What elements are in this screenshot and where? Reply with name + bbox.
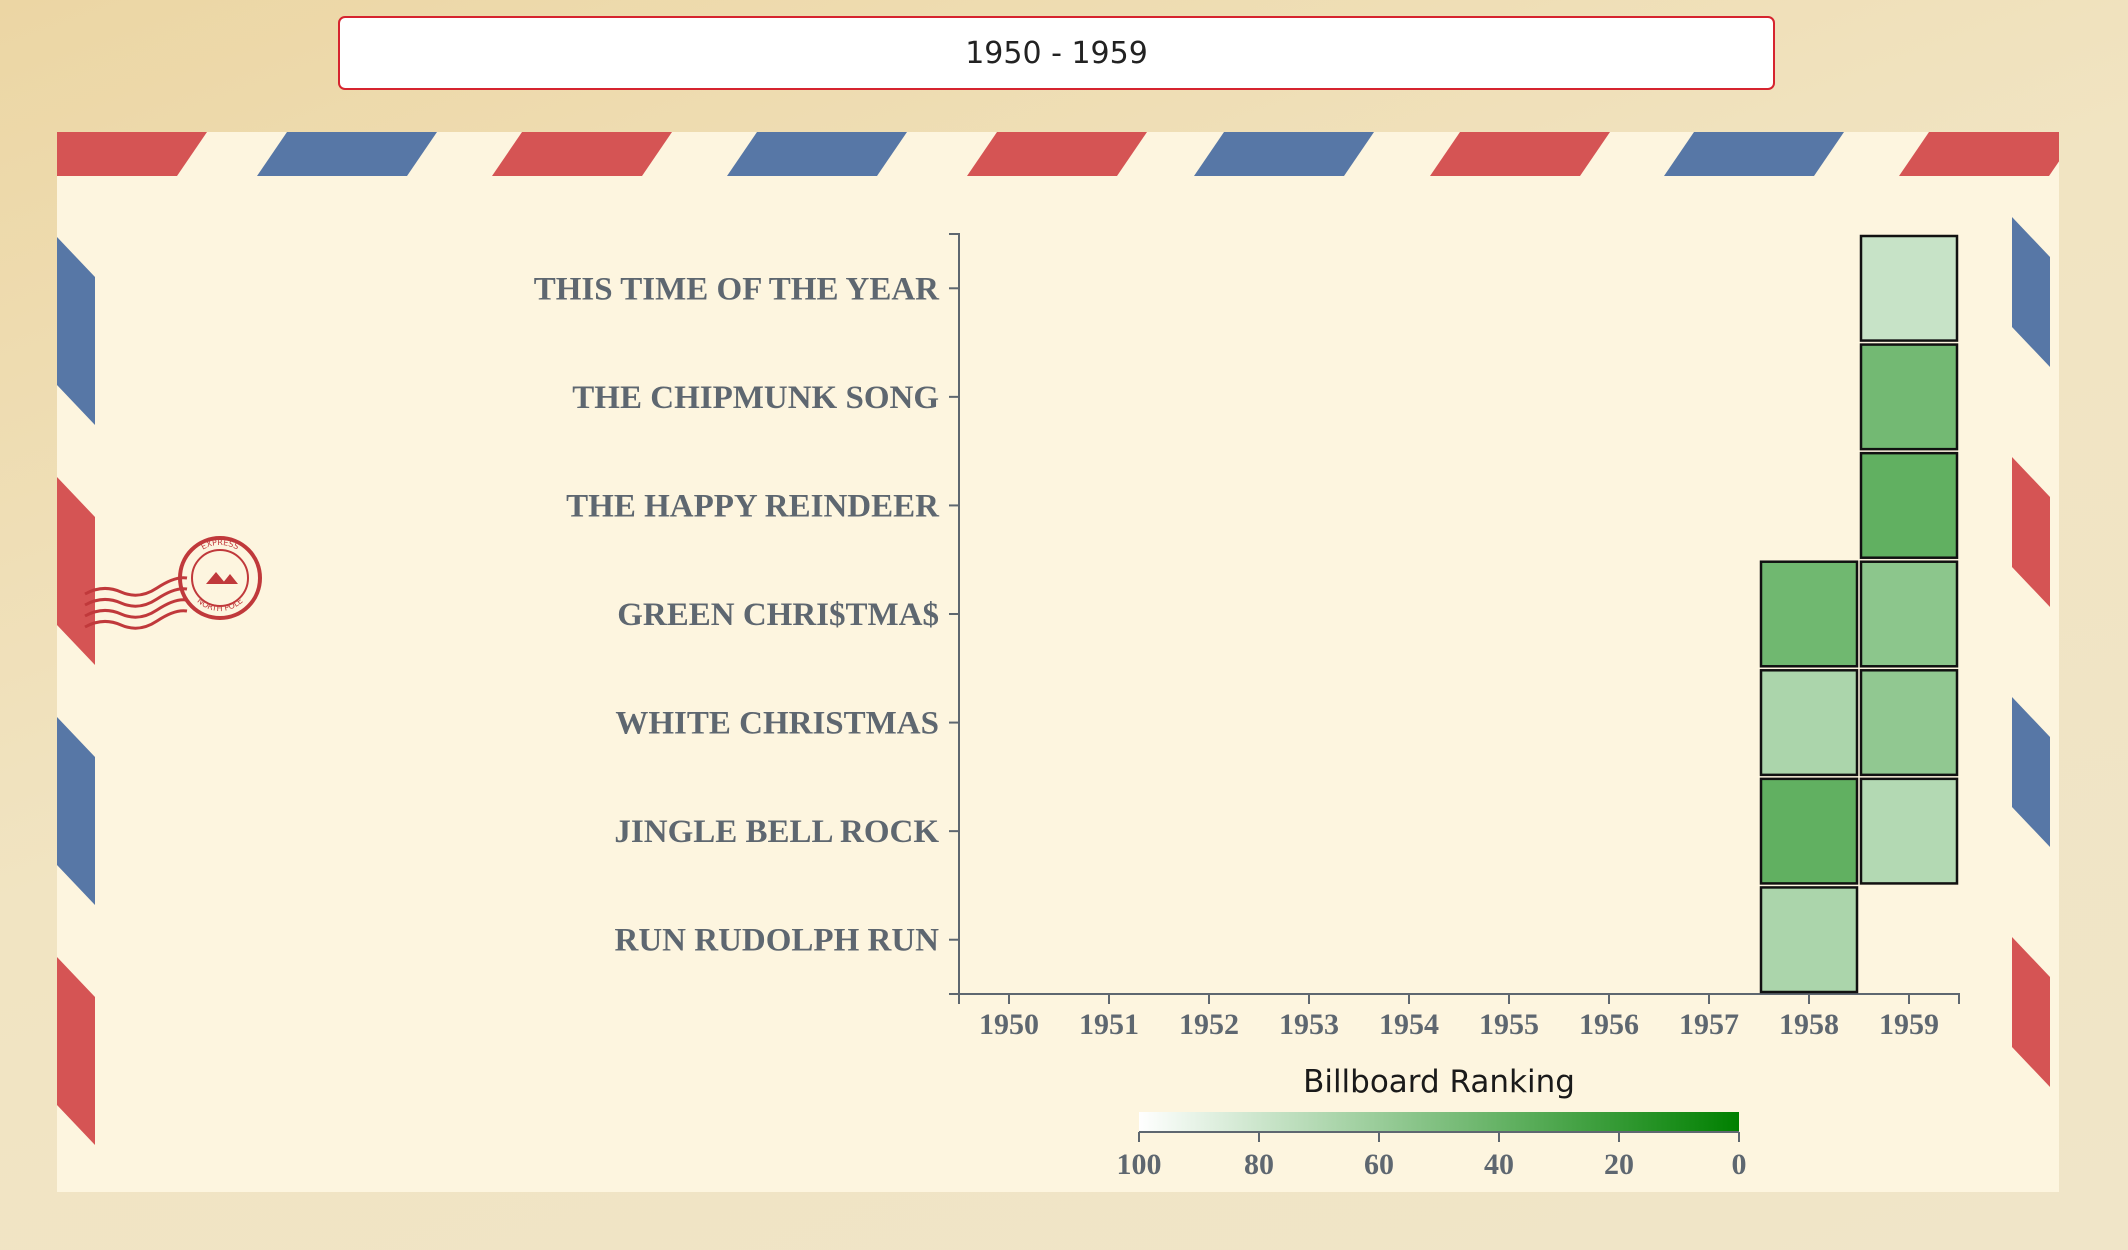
postmark-text-top: EXPRESS: [200, 538, 241, 552]
y-tick-label: WHITE CHRISTMAS: [615, 706, 939, 742]
airmail-stripe-top: [1899, 132, 2059, 176]
airmail-stripe-left: [57, 477, 95, 665]
y-tick-label: THE HAPPY REINDEER: [566, 488, 940, 524]
legend-tick-label: 40: [1484, 1148, 1514, 1181]
north-pole-postmark-icon: EXPRESS NORTH POLE: [84, 536, 262, 630]
heatmap-cell[interactable]: [1859, 560, 1959, 668]
airmail-stripe-top: [967, 132, 1147, 176]
legend-tick-label: 100: [1117, 1148, 1162, 1181]
x-tick-label: 1950: [979, 1008, 1039, 1041]
legend-gradient-bar: [1139, 1112, 1739, 1132]
airmail-envelope: EXPRESS NORTH POLE THIS TIME OF THE YEAR T…: [57, 132, 2059, 1192]
airmail-stripe-right: [2012, 217, 2050, 367]
airmail-stripe-top: [257, 132, 437, 176]
airmail-stripe-top: [1430, 132, 1610, 176]
y-tick-label: JINGLE BELL ROCK: [614, 814, 939, 850]
airmail-stripe-left: [57, 717, 95, 905]
legend-tick-label: 60: [1364, 1148, 1394, 1181]
airmail-stripe-top: [1194, 132, 1374, 176]
heatmap-cell[interactable]: [1759, 886, 1859, 994]
y-tick-label: THE CHIPMUNK SONG: [572, 380, 939, 416]
x-tick-label: 1955: [1479, 1008, 1539, 1041]
color-legend: Billboard Ranking 100 80 60 40 20 0: [1117, 1064, 1747, 1181]
postmark-text-bottom: NORTH POLE: [195, 596, 244, 613]
y-tick-label: THIS TIME OF THE YEAR: [534, 271, 940, 307]
envelope-border: [57, 132, 2059, 1145]
heatmap-cell[interactable]: [1859, 343, 1959, 451]
airmail-stripe-top: [1664, 132, 1844, 176]
heatmap-cell[interactable]: [1759, 669, 1859, 777]
airmail-stripe-top: [492, 132, 672, 176]
x-tick-label: 1952: [1179, 1008, 1239, 1041]
airmail-stripe-right: [2012, 697, 2050, 847]
x-tick-label: 1954: [1379, 1008, 1439, 1041]
heatmap-cell[interactable]: [1859, 451, 1959, 559]
legend-tick-label: 80: [1244, 1148, 1274, 1181]
airmail-stripe-right: [2012, 937, 2050, 1087]
heatmap-cell[interactable]: [1859, 777, 1959, 885]
y-tick-label: GREEN CHRI$TMA$: [617, 597, 939, 633]
legend-tick-label: 20: [1604, 1148, 1634, 1181]
heatmap-cell[interactable]: [1859, 234, 1959, 342]
legend-tick-label: 0: [1732, 1148, 1747, 1181]
heatmap-cell[interactable]: [1859, 669, 1959, 777]
x-tick-label: 1951: [1079, 1008, 1139, 1041]
airmail-stripe-top: [727, 132, 907, 176]
heatmap-cells: [1759, 234, 1959, 994]
decade-select[interactable]: 1950 - 1959: [338, 16, 1775, 90]
legend-title: Billboard Ranking: [1303, 1064, 1575, 1100]
x-tick-label: 1959: [1879, 1008, 1939, 1041]
heatmap-cell[interactable]: [1759, 777, 1859, 885]
chart-axes: THIS TIME OF THE YEAR THE CHIPMUNK SONG TH…: [534, 233, 1960, 1041]
decade-select-value: 1950 - 1959: [965, 35, 1148, 71]
airmail-stripe-left: [57, 957, 95, 1145]
heatmap-cell[interactable]: [1759, 560, 1859, 668]
x-tick-label: 1956: [1579, 1008, 1639, 1041]
x-tick-label: 1958: [1779, 1008, 1839, 1041]
airmail-stripe-right: [2012, 457, 2050, 607]
x-tick-label: 1957: [1679, 1008, 1739, 1041]
airmail-stripe-top: [57, 132, 207, 176]
y-tick-label: RUN RUDOLPH RUN: [615, 923, 940, 959]
x-tick-label: 1953: [1279, 1008, 1339, 1041]
airmail-stripe-left: [57, 237, 95, 425]
